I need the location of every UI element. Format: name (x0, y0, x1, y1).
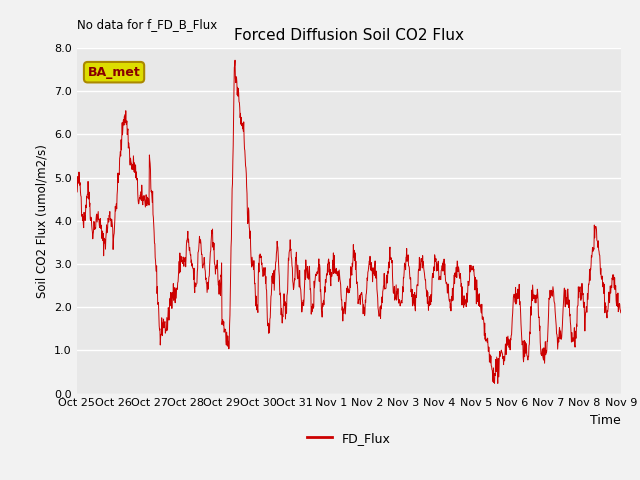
Title: Forced Diffusion Soil CO2 Flux: Forced Diffusion Soil CO2 Flux (234, 28, 464, 43)
Text: No data for f_FD_B_Flux: No data for f_FD_B_Flux (77, 18, 217, 31)
Legend: FD_Flux: FD_Flux (302, 427, 396, 450)
X-axis label: Time: Time (590, 414, 621, 427)
Text: BA_met: BA_met (88, 66, 140, 79)
Y-axis label: Soil CO2 Flux (umol/m2/s): Soil CO2 Flux (umol/m2/s) (36, 144, 49, 298)
